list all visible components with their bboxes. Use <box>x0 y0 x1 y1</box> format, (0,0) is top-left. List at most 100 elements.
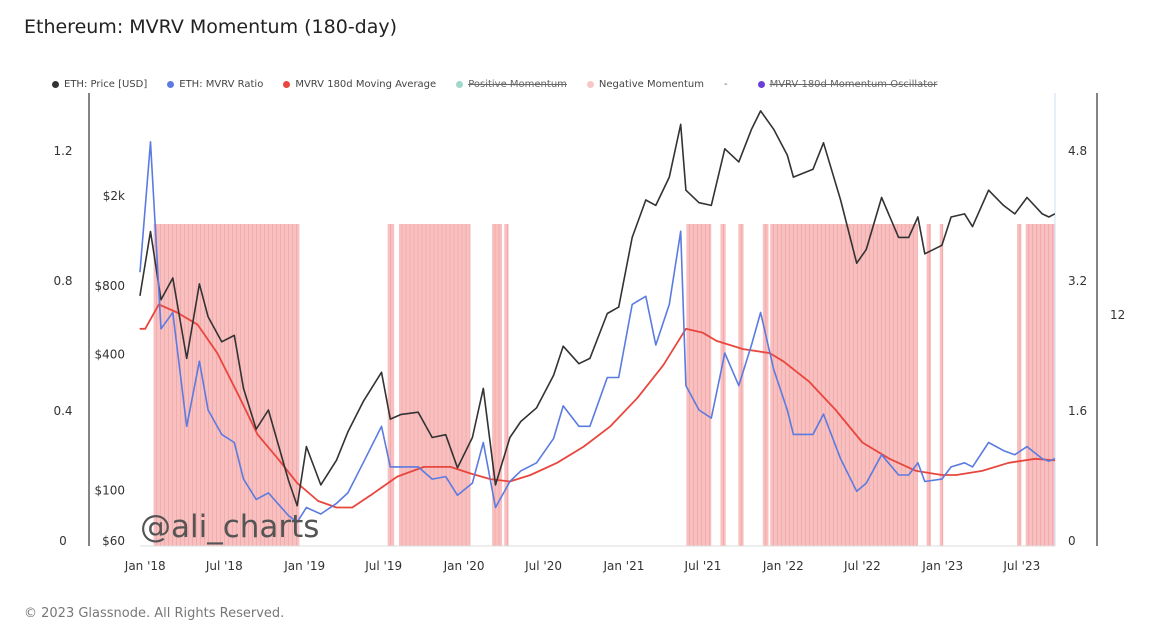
x-tick-label: Jan '20 <box>443 559 485 573</box>
legend-item[interactable]: MVRV 180d Moving Average <box>283 79 436 90</box>
series-point <box>520 470 522 472</box>
series-point <box>233 441 235 444</box>
series-point <box>1041 213 1043 215</box>
series-point <box>710 204 712 206</box>
negative-momentum-band <box>1017 224 1022 546</box>
legend-item[interactable]: ETH: MVRV Ratio <box>167 79 263 90</box>
series-point <box>400 466 402 468</box>
x-tick-label: Jan '22 <box>762 559 804 573</box>
legend-swatch <box>757 80 765 88</box>
series-point <box>221 433 223 435</box>
series-point <box>494 484 497 486</box>
series-point <box>456 467 459 469</box>
series-point <box>431 436 433 439</box>
series-point <box>750 128 753 130</box>
legend-item[interactable]: Negative Momentum <box>586 79 704 90</box>
series-point <box>347 431 349 433</box>
series-point <box>160 299 162 301</box>
legend-separator: - <box>723 78 728 90</box>
series-point <box>176 311 178 314</box>
right-axis-tick-label: 0 <box>1068 534 1076 548</box>
series-point <box>655 344 657 346</box>
price-axis-tick-label: $400 <box>94 347 125 361</box>
series-point <box>606 376 608 379</box>
series-point <box>149 230 152 233</box>
price-axis-tick-label: $800 <box>94 279 125 293</box>
x-tick-label: Jan '23 <box>921 559 963 573</box>
series-point <box>494 506 497 509</box>
legend-label: Positive Momentum <box>468 78 567 90</box>
series-point <box>971 226 974 228</box>
series-point <box>535 462 538 464</box>
series-point <box>792 176 794 178</box>
series-point <box>509 480 511 483</box>
series-point <box>618 376 620 379</box>
series-point <box>198 283 200 285</box>
series-point <box>941 244 943 246</box>
series-point <box>812 433 814 435</box>
series-point <box>396 476 398 478</box>
series-point <box>631 236 633 238</box>
x-tick-label: Jul '18 <box>205 559 243 573</box>
negative-momentum-band <box>720 224 726 546</box>
series-point <box>988 189 990 191</box>
x-tick-label: Jul '21 <box>684 559 722 573</box>
series-point <box>702 332 704 334</box>
series-point <box>144 328 146 330</box>
series-point <box>1026 196 1028 199</box>
x-tick-label: Jul '20 <box>524 559 562 573</box>
series-point <box>589 357 591 359</box>
series-point <box>655 204 657 206</box>
series-point <box>685 328 687 330</box>
legend-item[interactable]: MVRV 180d Momentum Oscillator <box>757 78 938 90</box>
series-point <box>423 466 425 468</box>
series-point <box>482 387 484 390</box>
series-point <box>941 478 943 480</box>
series-point <box>668 303 670 305</box>
series-point <box>1048 216 1050 218</box>
series-point <box>668 176 670 178</box>
series-point <box>680 123 682 125</box>
series-point <box>362 400 364 403</box>
series-point <box>296 521 298 523</box>
series-point <box>445 476 447 478</box>
series-point <box>221 341 223 343</box>
copyright-footer: © 2023 Glassnode. All Rights Reserved. <box>24 606 285 621</box>
series-point <box>287 479 290 481</box>
series-point <box>305 446 308 448</box>
series-point <box>1002 204 1005 206</box>
x-tick-label: Jul '22 <box>843 559 881 573</box>
series-point <box>389 418 391 420</box>
legend-label: MVRV 180d Momentum Oscillator <box>769 78 938 90</box>
series-point <box>685 385 687 387</box>
series-point <box>207 316 209 318</box>
series-point <box>380 371 383 373</box>
series-point <box>578 425 580 427</box>
x-tick-label: Jul '23 <box>1002 559 1040 573</box>
series-point <box>898 474 900 476</box>
legend-item[interactable]: Positive Momentum <box>456 79 567 90</box>
series-point <box>924 480 926 483</box>
series-point <box>908 474 910 476</box>
series-point <box>750 344 753 346</box>
series-point <box>915 470 917 472</box>
series-point <box>556 462 558 464</box>
series-point <box>792 433 794 435</box>
negative-momentum-band <box>939 224 944 546</box>
series-point <box>553 437 555 440</box>
series-point <box>139 294 141 297</box>
series-point <box>839 199 842 201</box>
series-point <box>888 458 891 460</box>
series-point <box>773 368 775 370</box>
left-axis-tick-label: 1.2 <box>53 144 72 158</box>
series-point <box>1053 213 1056 215</box>
series-point <box>277 458 279 460</box>
legend-item[interactable]: ETH: Price [USD] <box>52 79 147 90</box>
series-point <box>1041 458 1043 460</box>
series-point <box>256 433 259 435</box>
legend: ETH: Price [USD] ETH: MVRV Ratio MVRV 180d… <box>52 76 957 92</box>
series-point <box>471 482 473 484</box>
series-point <box>417 411 419 413</box>
negative-momentum-bands <box>153 224 1055 546</box>
